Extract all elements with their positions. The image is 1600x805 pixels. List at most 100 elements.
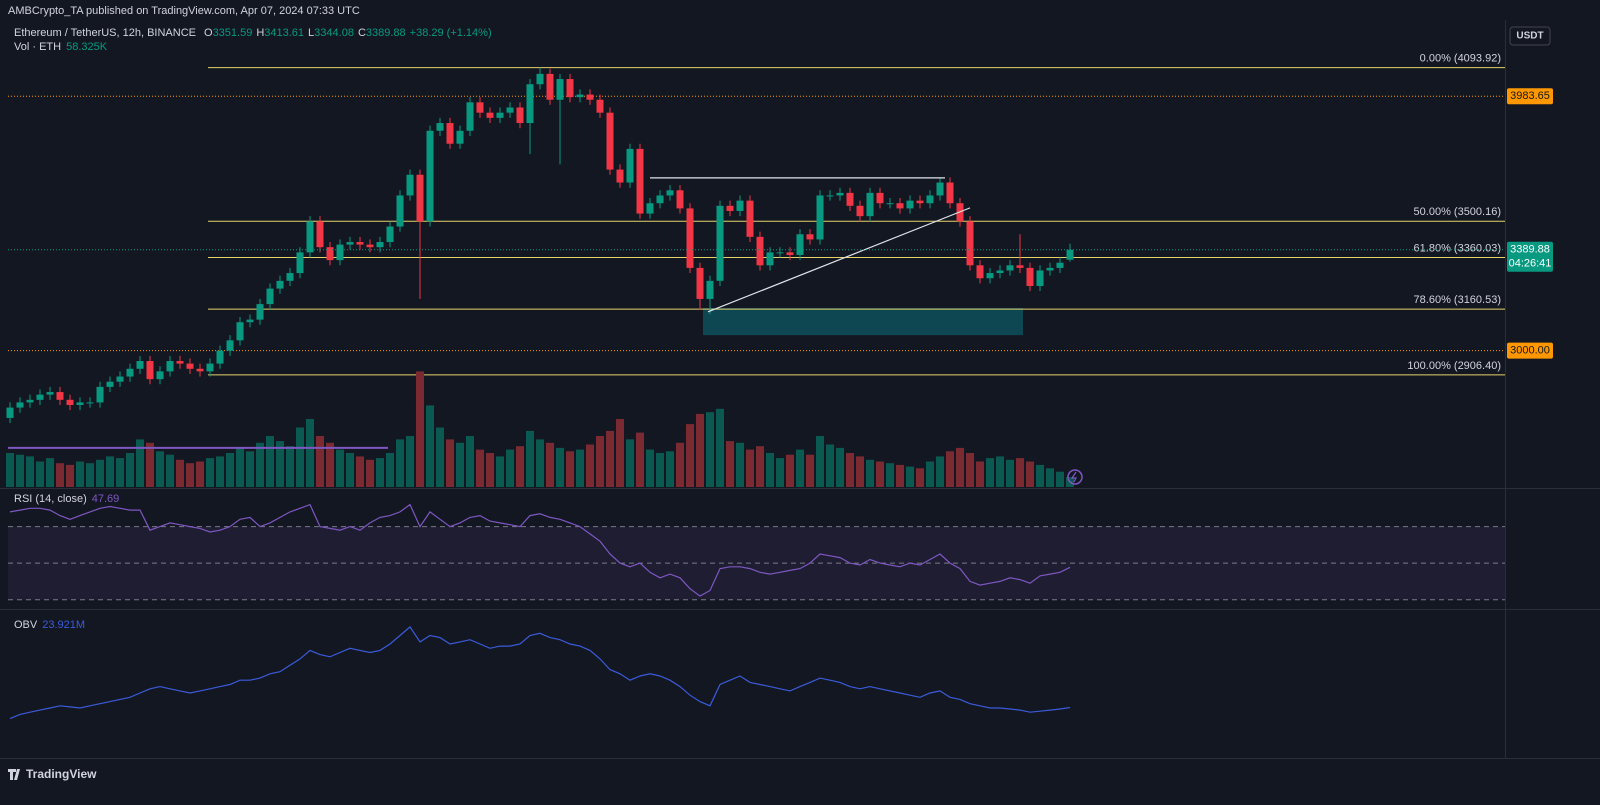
event-icon[interactable] bbox=[1067, 469, 1083, 485]
candle-body bbox=[356, 242, 364, 245]
volume-bar bbox=[326, 442, 334, 487]
event-icon-bolt bbox=[1070, 471, 1077, 483]
candle-body bbox=[396, 195, 404, 227]
volume-bar bbox=[296, 427, 304, 487]
volume-bar bbox=[1016, 458, 1024, 487]
candle-body bbox=[236, 322, 244, 341]
volume-bar bbox=[566, 451, 574, 487]
volume-bar bbox=[96, 459, 104, 487]
candle-body bbox=[196, 368, 204, 372]
candle-body bbox=[326, 247, 334, 261]
ohlc-change: +38.29 (+1.14%) bbox=[410, 27, 492, 39]
candle-body bbox=[656, 195, 664, 204]
volume-bar bbox=[696, 413, 704, 487]
volume-bar bbox=[36, 461, 44, 487]
candle-body bbox=[496, 112, 504, 118]
candle-body bbox=[886, 203, 894, 205]
volume-bar bbox=[226, 453, 234, 487]
candle-body bbox=[916, 200, 924, 204]
volume-bar bbox=[536, 439, 544, 487]
volume-bar bbox=[616, 419, 624, 487]
volume-bar bbox=[46, 458, 54, 487]
candle-body bbox=[46, 392, 54, 395]
volume-bar bbox=[476, 449, 484, 487]
candle-body bbox=[156, 371, 164, 380]
candle-body bbox=[716, 205, 724, 281]
candle-body bbox=[56, 392, 64, 400]
volume-bar bbox=[506, 449, 514, 487]
volume-bar bbox=[826, 444, 834, 487]
candle-body bbox=[306, 221, 314, 253]
volume-bar bbox=[666, 451, 674, 487]
candle-body bbox=[926, 195, 934, 204]
candle-body bbox=[906, 200, 914, 209]
volume-bar bbox=[916, 468, 924, 487]
volume-bar bbox=[126, 453, 134, 487]
price-tag-label: 3000.00 bbox=[1510, 345, 1550, 357]
candle-body bbox=[936, 182, 944, 196]
candle-body bbox=[466, 102, 474, 131]
volume-bar bbox=[636, 432, 644, 487]
volume-bar bbox=[1036, 464, 1044, 487]
volume-label: Vol · ETH bbox=[14, 41, 61, 53]
volume-bar bbox=[706, 412, 714, 487]
candle-body bbox=[36, 394, 44, 400]
marks-layer: 0.00% (4093.92) 50.00% (3500.16) 61.80% (3… bbox=[6, 53, 1505, 720]
volume-bar bbox=[366, 459, 374, 487]
indicator-line bbox=[9, 503, 1071, 597]
volume-bar bbox=[426, 405, 434, 487]
candle-body bbox=[1056, 262, 1064, 268]
candle-body bbox=[776, 252, 784, 254]
candle-body bbox=[116, 376, 124, 382]
volume-bar bbox=[86, 463, 94, 487]
obv-label: OBV bbox=[14, 619, 38, 631]
candle-body bbox=[26, 399, 34, 403]
price-tag bbox=[1507, 88, 1553, 105]
candle-body bbox=[566, 79, 574, 98]
candle-body bbox=[126, 368, 134, 377]
candle-body bbox=[256, 304, 264, 320]
volume-bar bbox=[866, 459, 874, 487]
brand-logo bbox=[8, 769, 20, 780]
candle-body bbox=[446, 123, 454, 144]
volume-bar bbox=[936, 456, 944, 487]
candle-body bbox=[646, 203, 654, 214]
volume-bar bbox=[186, 463, 194, 487]
candle-body bbox=[286, 273, 294, 281]
candle-body bbox=[866, 192, 874, 217]
volume-bar bbox=[456, 442, 464, 487]
candle-body bbox=[726, 205, 734, 211]
candle-body bbox=[786, 252, 794, 255]
candle-body bbox=[846, 192, 854, 206]
volume-bar bbox=[756, 446, 764, 487]
volume-bar bbox=[586, 444, 594, 487]
volume-bar bbox=[236, 447, 244, 487]
candle-body bbox=[876, 192, 884, 204]
volume-bar bbox=[906, 466, 914, 487]
fib-label: 50.00% (3500.16) bbox=[1414, 206, 1501, 218]
candle-body bbox=[1036, 270, 1044, 286]
volume-bar bbox=[836, 447, 844, 487]
candle-body bbox=[736, 200, 744, 211]
candle-body bbox=[376, 242, 384, 248]
candle-body bbox=[386, 226, 394, 243]
candle-body bbox=[586, 94, 594, 100]
volume-bar bbox=[6, 453, 14, 487]
candle-body bbox=[16, 402, 24, 408]
fib-label: 0.00% (4093.92) bbox=[1420, 53, 1501, 65]
volume-bar bbox=[656, 453, 664, 487]
candle-body bbox=[1006, 265, 1014, 271]
volume-bar bbox=[796, 449, 804, 487]
volume-bar bbox=[56, 463, 64, 487]
candle-body bbox=[826, 195, 834, 197]
volume-bar bbox=[716, 408, 724, 487]
candle-body bbox=[1046, 267, 1054, 271]
candle-body bbox=[1066, 249, 1074, 260]
volume-bar bbox=[606, 430, 614, 487]
candle-body bbox=[416, 174, 424, 222]
candle-body bbox=[176, 361, 184, 364]
currency-button[interactable] bbox=[1509, 26, 1551, 46]
candle-body bbox=[696, 267, 704, 299]
candle-body bbox=[336, 244, 344, 261]
